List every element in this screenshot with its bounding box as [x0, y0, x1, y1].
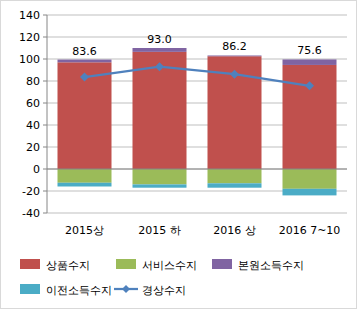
bar: [283, 189, 337, 196]
data-label: 93.0: [147, 33, 172, 46]
grid-line: [47, 213, 347, 214]
line-marker: [230, 70, 239, 79]
data-label: 86.2: [222, 40, 247, 53]
y-tick-label: -40: [22, 207, 40, 220]
legend-label: 경상수지: [142, 284, 186, 297]
y-tick: [43, 213, 47, 214]
bar: [133, 48, 187, 52]
chart: -40 -20 0 20 40 60 80 100 120 140 2015상 2015 하 2016 …: [0, 0, 357, 309]
bar: [283, 59, 337, 65]
x-tick-label: 2015 하: [138, 224, 181, 237]
y-tick: [43, 169, 47, 170]
line-marker: [155, 62, 164, 71]
bar: [208, 169, 262, 183]
legend-swatch: [122, 285, 130, 293]
legend-swatch: [20, 284, 40, 294]
y-tick: [43, 15, 47, 16]
bar: [133, 184, 187, 187]
bar: [58, 62, 112, 169]
y-axis: [47, 15, 48, 213]
legend-label: 본원소득수지: [238, 259, 304, 272]
y-tick: [43, 147, 47, 148]
y-tick: [43, 125, 47, 126]
x-tick-label: 2016 상: [213, 224, 256, 237]
y-tick-label: 60: [26, 97, 40, 110]
legend-swatch: [116, 259, 136, 269]
y-tick: [43, 81, 47, 82]
bar: [58, 60, 112, 63]
bar: [283, 169, 337, 189]
zero-line: [47, 169, 347, 170]
legend-swatch: [20, 259, 40, 269]
bar: [283, 65, 337, 169]
y-tick: [43, 59, 47, 60]
data-label: 75.6: [297, 44, 322, 57]
y-tick-label: 20: [26, 141, 40, 154]
grid-line: [47, 59, 347, 60]
bar: [58, 183, 112, 187]
bar: [208, 183, 262, 187]
y-tick-label: 80: [26, 75, 40, 88]
chart-frame: [1, 1, 357, 309]
legend-label: 상품수지: [46, 259, 90, 272]
grid-line: [47, 15, 347, 16]
bar: [58, 169, 112, 183]
legend-swatch: [212, 259, 232, 269]
legend-label: 이전소득수지: [46, 284, 112, 297]
y-tick: [43, 37, 47, 38]
grid-line: [47, 37, 347, 38]
y-tick-label: 40: [26, 119, 40, 132]
bar: [208, 55, 262, 57]
line-marker: [80, 73, 89, 82]
bar: [133, 169, 187, 184]
line-marker: [305, 81, 314, 90]
y-tick-label: -20: [22, 185, 40, 198]
data-label: 83.6: [72, 45, 97, 58]
y-tick: [43, 103, 47, 104]
x-tick-label: 2015상: [65, 224, 104, 237]
y-tick-label: 0: [33, 163, 40, 176]
grid-line: [47, 169, 347, 170]
y-tick: [43, 191, 47, 192]
marks: [58, 48, 337, 195]
y-tick-label: 140: [19, 9, 40, 22]
line: [85, 67, 310, 86]
y-tick-label: 120: [19, 31, 40, 44]
legend-label: 서비스수지: [142, 259, 197, 272]
x-tick-label: 2016 7~10: [279, 224, 341, 237]
y-tick-label: 100: [19, 53, 40, 66]
